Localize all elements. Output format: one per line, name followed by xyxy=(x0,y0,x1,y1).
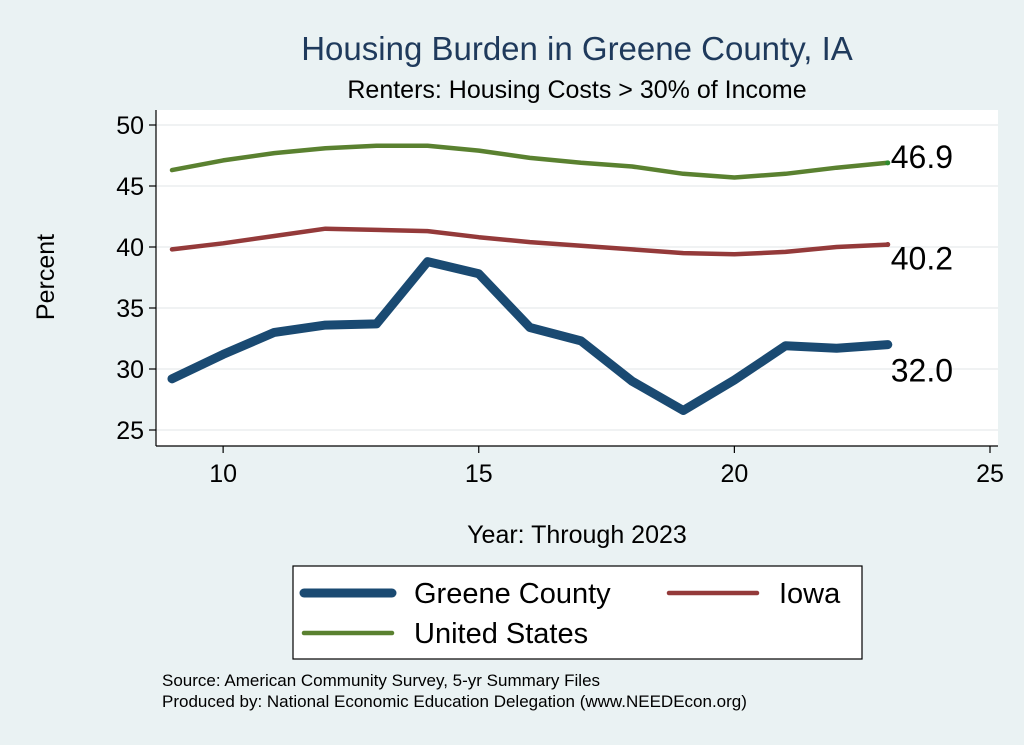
x-tick-label: 10 xyxy=(209,460,237,488)
x-tick-label: 25 xyxy=(976,460,1004,488)
series-line-united-states xyxy=(169,143,891,180)
end-point-iowa xyxy=(885,242,891,248)
series-line-greene-county xyxy=(167,257,893,415)
y-tick-label: 35 xyxy=(116,295,144,323)
end-label-united-states: 46.9 xyxy=(891,139,953,175)
source-line-2: Produced by: National Economic Education… xyxy=(162,692,747,711)
legend-label-iowa: Iowa xyxy=(779,578,841,610)
legend-box xyxy=(292,565,863,660)
x-tick-label: 20 xyxy=(720,460,748,488)
chart-subtitle: Renters: Housing Costs > 30% of Income xyxy=(347,76,806,104)
y-tick-label: 50 xyxy=(116,112,144,140)
chart-title: Housing Burden in Greene County, IA xyxy=(301,30,853,67)
legend: Greene County Iowa United States xyxy=(299,578,841,650)
end-label-iowa: 40.2 xyxy=(891,241,953,277)
y-tick-label: 40 xyxy=(116,234,144,262)
series-line-iowa xyxy=(169,226,891,257)
y-tick-label: 30 xyxy=(116,356,144,384)
end-label-greene-county: 32.0 xyxy=(891,353,953,389)
axes xyxy=(149,110,998,453)
y-axis-title: Percent xyxy=(32,234,60,320)
source-line-1: Source: American Community Survey, 5-yr … xyxy=(162,671,600,690)
y-tick-label: 25 xyxy=(116,417,144,445)
legend-label-united-states: United States xyxy=(414,618,588,650)
x-tick-label: 15 xyxy=(465,460,493,488)
series-lines xyxy=(167,143,893,415)
tick-labels: 25 30 35 40 45 50 10 15 20 25 xyxy=(116,112,1004,488)
end-point-greene-county xyxy=(885,342,891,348)
y-tick-label: 45 xyxy=(116,173,144,201)
x-axis-title: Year: Through 2023 xyxy=(467,521,687,549)
end-labels: 46.9 40.2 32.0 xyxy=(891,139,953,389)
legend-label-greene-county: Greene County xyxy=(414,578,611,610)
end-point-united-states xyxy=(885,160,891,166)
